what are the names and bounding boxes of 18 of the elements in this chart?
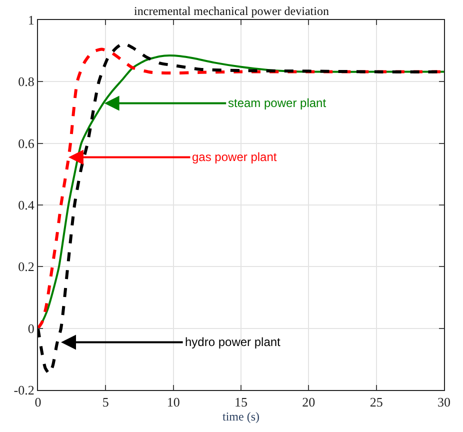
y-tick-label: 0.8 — [18, 74, 34, 90]
annotation: steam power plant — [228, 96, 327, 110]
x-tick-label: 15 — [234, 394, 248, 410]
y-tick-label: 0 — [28, 320, 34, 336]
annotation: hydro power plant — [185, 335, 282, 349]
x-tick-label: 25 — [370, 394, 383, 410]
y-tick-label: 1 — [28, 12, 34, 28]
y-tick-label: 0.6 — [18, 136, 35, 151]
y-tick-label: 0.2 — [18, 259, 34, 274]
y-tick-label: 0.4 — [18, 198, 35, 213]
x-tick-label: 20 — [302, 394, 316, 410]
chart-title: incremental mechanical power deviation — [134, 4, 329, 18]
x-tick-label: 10 — [166, 394, 180, 410]
y-tick-label: -0.2 — [14, 382, 34, 398]
x-tick-label: 30 — [438, 394, 450, 410]
x-tick-label: 5 — [102, 394, 109, 410]
annotation: gas power plant — [192, 150, 278, 164]
x-axis-title: time (s) — [222, 410, 260, 424]
